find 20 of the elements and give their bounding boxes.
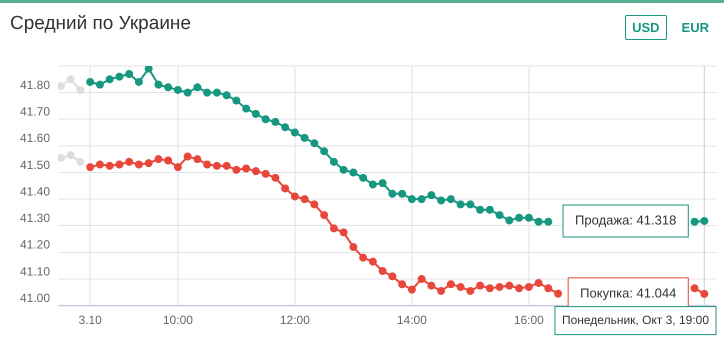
annotation: Продажа: 41.318: [575, 212, 676, 228]
x-tick-label: 3.10: [78, 313, 102, 328]
x-tick-label: 14:00: [396, 313, 428, 328]
y-tick-label: 41.70: [20, 104, 50, 119]
chart-title: Средний по Украине: [10, 13, 191, 35]
y-tick-label: 41.80: [20, 78, 50, 92]
annotation: Покупка: 41.044: [580, 285, 676, 300]
y-tick-label: 41.10: [20, 264, 50, 278]
text: EUR: [680, 19, 710, 37]
y-tick-label: 41.20: [20, 238, 50, 252]
y-tick-label: 41.60: [20, 131, 50, 146]
x-tick-label: 16:00: [514, 313, 544, 328]
y-tick-label: 41.40: [20, 184, 50, 198]
text: USD: [625, 15, 667, 40]
y-tick-label: 41.50: [20, 158, 50, 172]
x-tick-label: 10:00: [162, 313, 194, 328]
y-tick-label: 41.30: [20, 211, 50, 226]
text: Понедельник, Окт 3, 19:00: [562, 312, 710, 327]
y-tick-label: 41.00: [20, 290, 50, 305]
x-tick-label: 12:00: [280, 313, 310, 328]
